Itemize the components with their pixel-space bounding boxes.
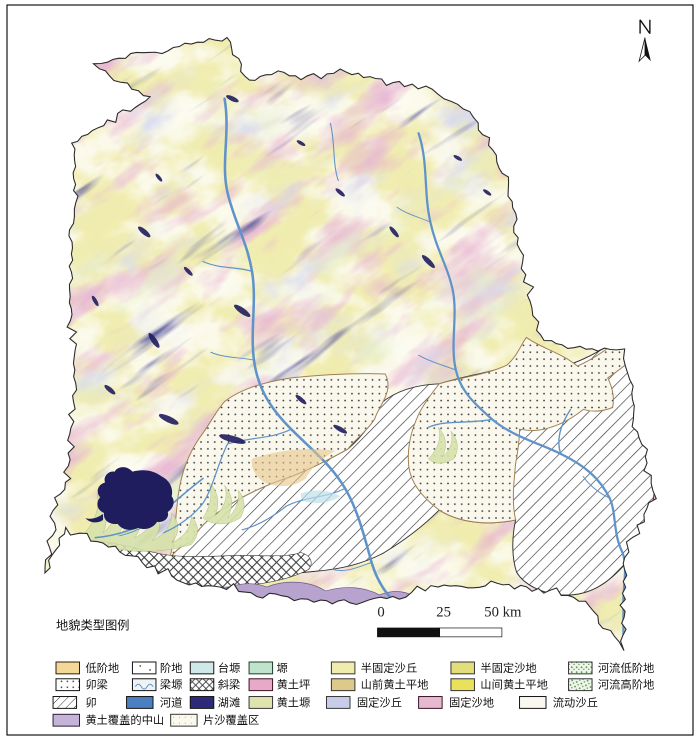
svg-text:低阶地: 低阶地 [85,662,119,675]
svg-text:湖滩: 湖滩 [218,696,241,709]
svg-text:片沙覆盖区: 片沙覆盖区 [203,714,259,727]
svg-text:斜梁: 斜梁 [218,679,241,692]
svg-text:台塬: 台塬 [218,662,241,675]
svg-text:半固定沙丘: 半固定沙丘 [361,662,418,675]
svg-text:塬: 塬 [277,663,289,675]
svg-text:地貌类型图例: 地貌类型图例 [56,618,129,632]
svg-text:阶地: 阶地 [160,662,183,675]
svg-text:25: 25 [436,605,451,621]
svg-text:0: 0 [377,605,384,621]
svg-text:固定沙丘: 固定沙丘 [357,696,403,709]
svg-text:黄土坪: 黄土坪 [277,680,311,692]
svg-text:固定沙地: 固定沙地 [449,696,495,709]
svg-text:黄土塬: 黄土塬 [277,697,311,709]
svg-text:山前黄土平地: 山前黄土平地 [361,679,429,692]
svg-text:河流高阶地: 河流高阶地 [598,679,655,692]
svg-text:卯梁: 卯梁 [85,679,108,692]
svg-text:卯: 卯 [85,696,96,709]
svg-text:山间黄土平地: 山间黄土平地 [480,679,548,692]
svg-text:黄土覆盖的中山: 黄土覆盖的中山 [85,714,164,727]
svg-text:河流低阶地: 河流低阶地 [598,662,655,675]
svg-text:梁塬: 梁塬 [160,679,183,692]
svg-text:50 km: 50 km [484,605,522,621]
svg-text:河道: 河道 [160,696,183,709]
svg-text:流动沙丘: 流动沙丘 [553,696,599,709]
svg-text:半固定沙地: 半固定沙地 [480,662,537,675]
